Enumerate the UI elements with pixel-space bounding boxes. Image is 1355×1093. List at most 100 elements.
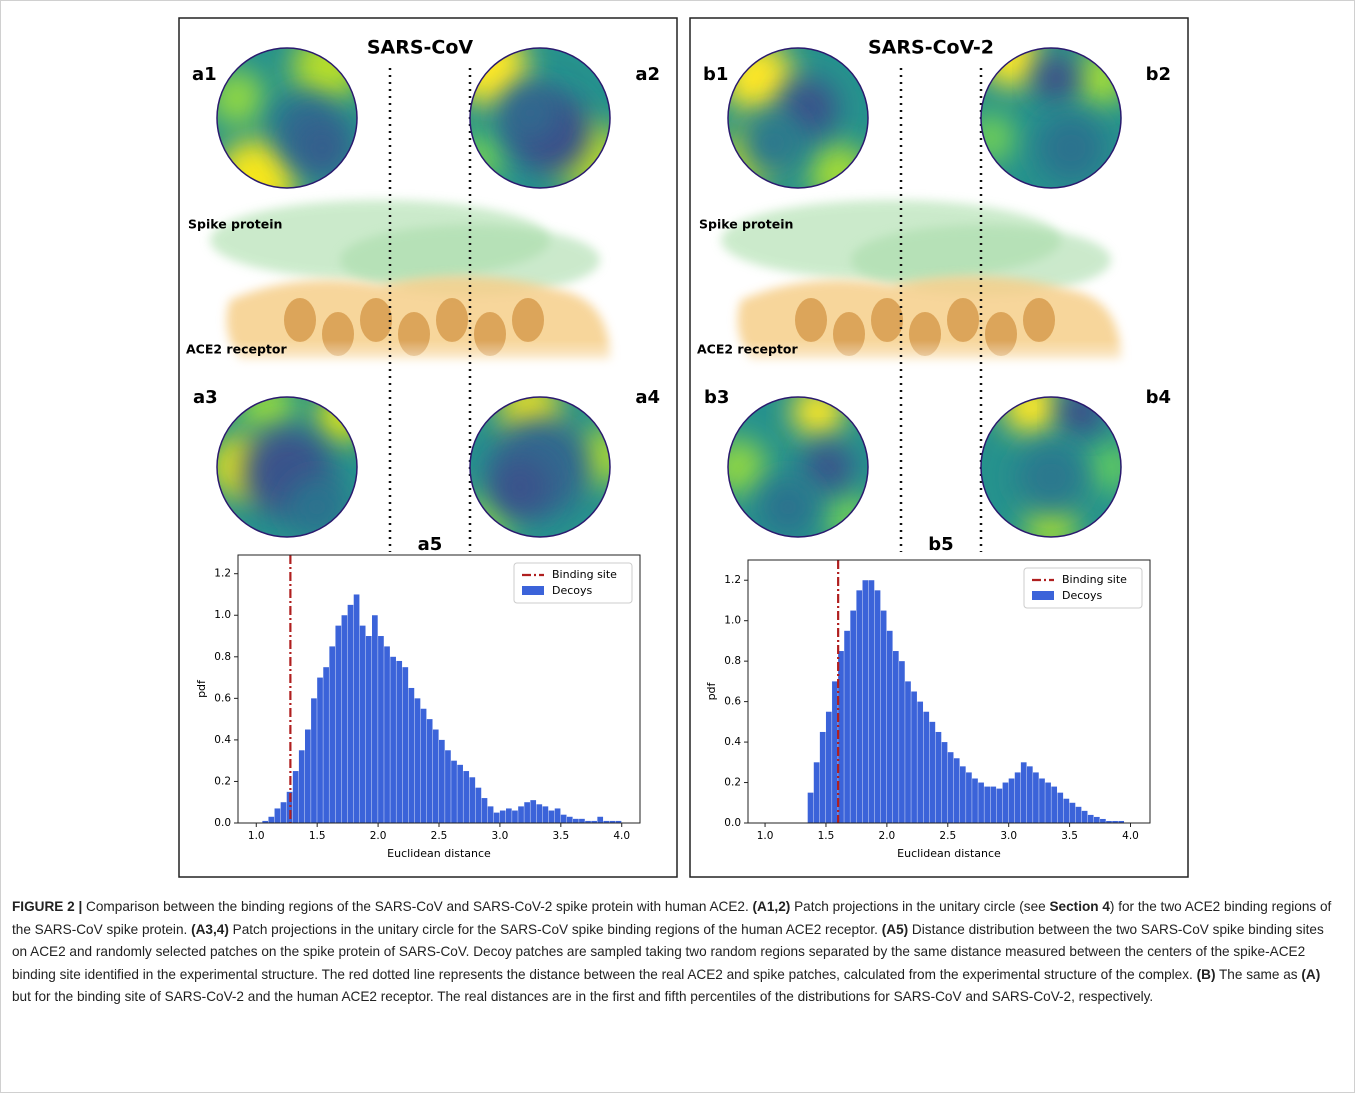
panel-label: a3 — [193, 387, 218, 408]
caption-text: The same as — [1215, 966, 1302, 982]
protein-image — [711, 200, 1131, 380]
patch-outline — [980, 396, 1122, 538]
bar — [506, 808, 512, 823]
bar — [518, 806, 524, 823]
bar — [1057, 792, 1064, 823]
patch-blob — [1086, 442, 1121, 492]
caption-text: Patch projections in the unitary circle … — [228, 921, 882, 937]
x-tick-label: 2.0 — [879, 830, 896, 842]
bar — [317, 677, 323, 823]
bar — [1051, 786, 1058, 823]
bar — [935, 731, 942, 823]
patch-blob — [803, 442, 853, 492]
patch-outline — [727, 396, 869, 538]
bar — [372, 615, 378, 823]
panel-label: a4 — [635, 387, 660, 408]
spike-mesh — [340, 225, 600, 295]
bar — [463, 771, 470, 823]
x-tick-label: 4.0 — [613, 830, 630, 842]
protein-label: ACE2 receptor — [697, 342, 798, 357]
bar — [408, 687, 415, 823]
bar — [807, 792, 814, 823]
bar — [414, 698, 421, 823]
bar — [1118, 820, 1125, 823]
bar — [378, 636, 384, 823]
bar — [880, 610, 887, 823]
patch-blob — [1034, 56, 1078, 100]
bar — [1014, 772, 1021, 823]
bar — [905, 681, 911, 823]
patch-blob — [1059, 397, 1103, 434]
bar — [286, 791, 293, 823]
bar — [335, 625, 342, 823]
bar — [874, 590, 881, 823]
bar — [554, 808, 561, 823]
bar — [573, 818, 579, 823]
patch-blob — [1016, 442, 1086, 512]
bar — [941, 742, 948, 823]
bar — [469, 777, 476, 823]
x-tick-label: 3.0 — [1000, 830, 1017, 842]
protein-label: Spike protein — [188, 217, 282, 232]
bar — [359, 625, 366, 823]
bar — [1039, 778, 1045, 823]
bar — [499, 810, 506, 823]
x-tick-label: 1.0 — [757, 830, 774, 842]
helix — [795, 298, 827, 342]
y-axis-label: pdf — [705, 681, 718, 700]
panel-label: b1 — [703, 64, 728, 85]
bar — [560, 814, 567, 823]
bar — [1075, 806, 1082, 823]
patch-blob — [792, 397, 844, 438]
x-tick-label: 1.5 — [818, 830, 835, 842]
y-tick-label: 1.0 — [724, 615, 741, 627]
histogram: 1.0 1.5 2.0 2.5 3.0 3.5 4.0 0.0 0.2 0.4 0.6 0.8 1.0 1… — [195, 554, 641, 860]
bar — [947, 752, 954, 823]
panel-title: SARS-CoV — [367, 37, 474, 59]
bar — [886, 630, 893, 823]
bar — [268, 816, 275, 823]
x-tick-label: 3.0 — [492, 830, 509, 842]
bar — [1093, 816, 1100, 823]
panel-label: b3 — [704, 387, 729, 408]
panel-label: a2 — [635, 64, 660, 85]
bar — [1087, 814, 1094, 823]
bar — [838, 651, 844, 823]
patch-blob — [500, 83, 560, 143]
patch-blob — [239, 397, 295, 435]
bar — [597, 816, 604, 823]
bar — [384, 646, 390, 823]
panel-label: b4 — [1146, 387, 1171, 408]
bar — [856, 590, 863, 823]
patch-blob — [316, 397, 357, 443]
bar — [1002, 782, 1009, 823]
legend-label: Binding site — [1062, 573, 1127, 586]
caption-bold: (A3,4) — [191, 921, 229, 937]
caption-bold: Section 4 — [1049, 899, 1110, 914]
figure: SARS-CoV Spike protein ACE2 receptor a1 a2 a3… — [178, 17, 1189, 878]
patch-blob — [292, 118, 352, 178]
panel-title: SARS-CoV-2 — [868, 37, 994, 59]
bar — [262, 820, 269, 823]
bar — [402, 667, 409, 823]
caption-bold: (A5) — [881, 921, 909, 937]
bar — [566, 816, 573, 823]
bar — [917, 701, 924, 823]
bar — [996, 788, 1003, 823]
panel: SARS-CoV Spike protein ACE2 receptor a1 a2 a3… — [178, 17, 678, 878]
patch-blob — [287, 477, 347, 537]
bar — [862, 580, 869, 823]
helix — [947, 298, 979, 342]
bar — [923, 711, 930, 823]
legend-swatch — [522, 586, 544, 595]
bar — [305, 729, 311, 823]
y-tick-label: 0.2 — [724, 777, 741, 789]
helix — [360, 298, 392, 342]
x-tick-label: 1.0 — [248, 830, 265, 842]
bar — [585, 820, 591, 823]
bar — [493, 812, 500, 823]
caption-text: Patch projections in the unitary circle … — [790, 899, 1050, 914]
bar — [868, 580, 875, 823]
bar — [609, 820, 616, 823]
bar — [512, 810, 518, 823]
